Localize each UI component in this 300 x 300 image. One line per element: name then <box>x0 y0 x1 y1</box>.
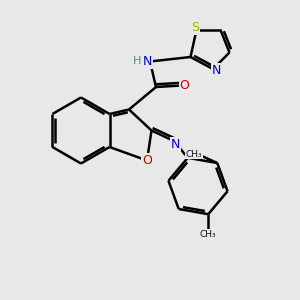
Text: CH₃: CH₃ <box>186 149 202 158</box>
Text: O: O <box>180 79 189 92</box>
Text: N: N <box>142 55 152 68</box>
Text: CH₃: CH₃ <box>200 230 217 239</box>
Text: H: H <box>133 56 142 66</box>
Text: N: N <box>212 64 221 77</box>
Text: S: S <box>191 21 199 34</box>
Text: N: N <box>171 137 180 151</box>
Text: O: O <box>142 154 152 167</box>
